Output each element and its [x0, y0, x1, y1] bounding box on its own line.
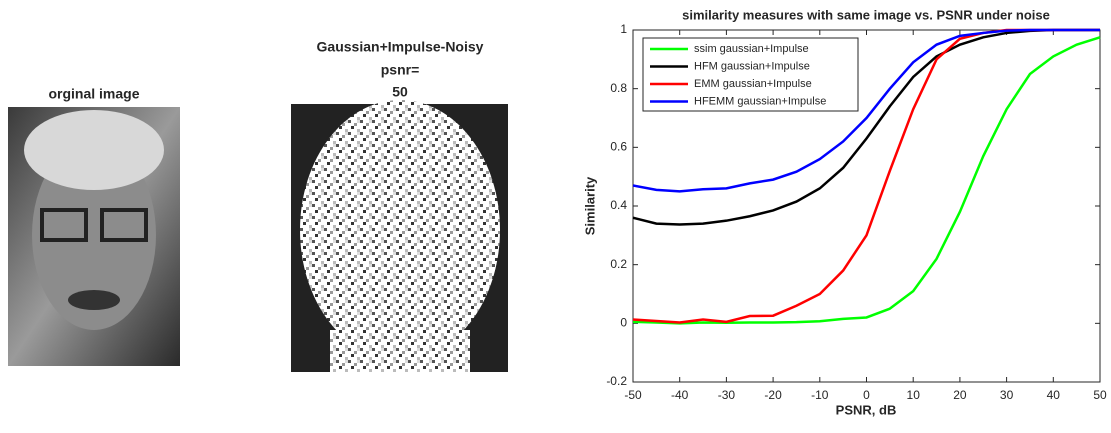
- y-axis-label: Similarity: [582, 176, 597, 235]
- y-tick-label: 0.8: [610, 81, 627, 95]
- x-axis-label: PSNR, dB: [836, 402, 897, 417]
- x-tick-label: 20: [953, 388, 967, 402]
- legend-label: HFM gaussian+Impulse: [694, 60, 810, 72]
- y-tick-label: 0.2: [610, 257, 627, 271]
- glasses: [40, 208, 88, 242]
- x-tick-label: 30: [1000, 388, 1014, 402]
- chart-title: similarity measures with same image vs. …: [682, 7, 1050, 22]
- x-tick-label: -10: [811, 388, 829, 402]
- noisy-shoulders: [330, 330, 470, 372]
- noisy-face: [300, 100, 500, 360]
- hair: [24, 110, 164, 190]
- original-image: [8, 107, 180, 366]
- x-tick-label: 10: [907, 388, 921, 402]
- x-tick-label: -20: [764, 388, 782, 402]
- y-tick-label: 0: [620, 316, 627, 330]
- series-line: [632, 36, 1101, 325]
- legend-label: HFEMM gaussian+Impulse: [694, 95, 826, 107]
- legend-label: EMM gaussian+Impulse: [694, 78, 812, 90]
- x-tick-label: -30: [718, 388, 736, 402]
- x-tick-label: 0: [863, 388, 870, 402]
- noisy-image: [291, 100, 508, 372]
- x-tick-label: -40: [671, 388, 689, 402]
- y-tick-label: 1: [620, 22, 627, 36]
- glasses: [100, 208, 148, 242]
- x-tick-label: -50: [624, 388, 642, 402]
- y-tick-label: 0.6: [610, 140, 627, 154]
- image-title: 50: [392, 84, 408, 100]
- image-title: psnr=: [381, 62, 420, 78]
- series-line: [632, 28, 1100, 193]
- mouth: [68, 290, 120, 310]
- y-tick-label: 0.4: [610, 198, 627, 212]
- series-line: [632, 28, 1100, 226]
- legend-label: ssim gaussian+Impulse: [694, 43, 809, 55]
- image-title: Gaussian+Impulse-Noisy: [317, 39, 484, 55]
- y-tick-label: -0.2: [606, 374, 627, 388]
- face: [32, 140, 156, 330]
- x-tick-label: 50: [1093, 388, 1107, 402]
- image-title: orginal image: [48, 86, 139, 102]
- x-tick-label: 40: [1047, 388, 1061, 402]
